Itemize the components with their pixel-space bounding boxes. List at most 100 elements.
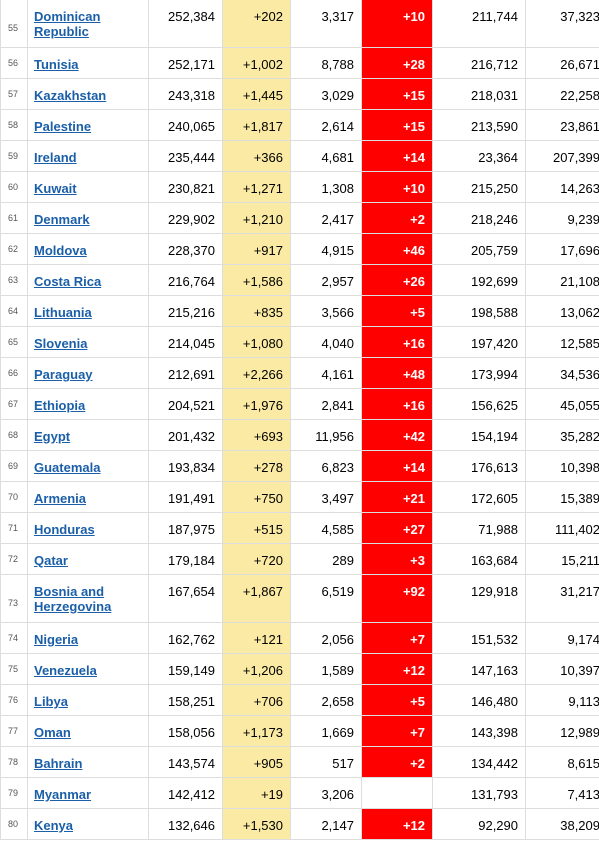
table-row: 63 Costa Rica 216,764 +1,586 2,957 +26 192,699…: [0, 264, 599, 296]
new-deaths-cell: +92: [361, 574, 433, 623]
country-link[interactable]: Lithuania: [34, 305, 92, 320]
country-link[interactable]: Palestine: [34, 119, 92, 134]
total-cases-cell: 240,065: [148, 109, 223, 141]
table-row: 67 Ethiopia 204,521 +1,976 2,841 +16 156,625 45…: [0, 388, 599, 420]
active-cases-cell: 23,861: [525, 109, 599, 141]
table-row: 72 Qatar 179,184 +720 289 +3 163,684 15,211: [0, 543, 599, 575]
table-row: 80 Kenya 132,646 +1,530 2,147 +12 92,290 38,209: [0, 808, 599, 840]
country-link[interactable]: Guatemala: [34, 460, 101, 475]
new-cases-cell: +1,445: [222, 78, 291, 110]
new-deaths-cell: +27: [361, 512, 433, 544]
country-link[interactable]: Qatar: [34, 553, 68, 568]
country-link[interactable]: Tunisia: [34, 57, 79, 72]
country-link[interactable]: Bahrain: [34, 756, 83, 771]
country-link[interactable]: Moldova: [34, 243, 87, 258]
country-link[interactable]: Ireland: [34, 150, 77, 165]
country-link[interactable]: Oman: [34, 725, 71, 740]
country-link[interactable]: Venezuela: [34, 663, 97, 678]
rank-cell: 57: [0, 78, 28, 110]
country-cell: Armenia: [27, 481, 149, 513]
total-deaths-cell: 6,519: [290, 574, 362, 623]
country-cell: Bosnia and Herzegovina: [27, 574, 149, 623]
rank-cell: 75: [0, 653, 28, 685]
active-cases-cell: 7,413: [525, 777, 599, 809]
total-recovered-cell: 143,398: [432, 715, 526, 747]
total-cases-cell: 204,521: [148, 388, 223, 420]
new-cases-cell: +515: [222, 512, 291, 544]
active-cases-cell: 17,696: [525, 233, 599, 265]
new-cases-cell: +1,173: [222, 715, 291, 747]
country-link[interactable]: Armenia: [34, 491, 87, 506]
active-cases-cell: 12,585: [525, 326, 599, 358]
total-cases-cell: 215,216: [148, 295, 223, 327]
country-link[interactable]: Paraguay: [34, 367, 93, 382]
country-link[interactable]: Dominican Republic: [34, 9, 101, 39]
new-cases-cell: +835: [222, 295, 291, 327]
total-cases-cell: 159,149: [148, 653, 223, 685]
total-recovered-cell: 129,918: [432, 574, 526, 623]
country-link[interactable]: Ethiopia: [34, 398, 86, 413]
country-link[interactable]: Kazakhstan: [34, 88, 107, 103]
country-cell: Nigeria: [27, 622, 149, 654]
new-deaths-cell: +14: [361, 140, 433, 172]
table-row: 55 Dominican Republic 252,384 +202 3,317 +10 2…: [0, 0, 599, 48]
new-cases-cell: +693: [222, 419, 291, 451]
new-deaths-cell: +5: [361, 684, 433, 716]
total-cases-cell: 214,045: [148, 326, 223, 358]
table-row: 65 Slovenia 214,045 +1,080 4,040 +16 197,420 12…: [0, 326, 599, 358]
new-cases-cell: +1,867: [222, 574, 291, 623]
total-recovered-cell: 216,712: [432, 47, 526, 79]
total-deaths-cell: 3,029: [290, 78, 362, 110]
table-row: 78 Bahrain 143,574 +905 517 +2 134,442 8,615: [0, 746, 599, 778]
new-cases-cell: +121: [222, 622, 291, 654]
table-row: 58 Palestine 240,065 +1,817 2,614 +15 213,590 2…: [0, 109, 599, 141]
country-link[interactable]: Slovenia: [34, 336, 88, 351]
country-link[interactable]: Libya: [34, 694, 68, 709]
new-deaths-cell: +42: [361, 419, 433, 451]
new-deaths-cell: +2: [361, 202, 433, 234]
active-cases-cell: 37,323: [525, 0, 599, 48]
country-link[interactable]: Costa Rica: [34, 274, 102, 289]
total-recovered-cell: 134,442: [432, 746, 526, 778]
country-cell: Denmark: [27, 202, 149, 234]
new-deaths-cell: +15: [361, 78, 433, 110]
rank-cell: 60: [0, 171, 28, 203]
new-cases-cell: +1,530: [222, 808, 291, 840]
active-cases-cell: 31,217: [525, 574, 599, 623]
total-cases-cell: 167,654: [148, 574, 223, 623]
total-recovered-cell: 173,994: [432, 357, 526, 389]
country-link[interactable]: Bosnia and Herzegovina: [34, 584, 112, 614]
table-row: 61 Denmark 229,902 +1,210 2,417 +2 218,246 9,23…: [0, 202, 599, 234]
new-deaths-cell: [361, 777, 433, 809]
new-cases-cell: +1,586: [222, 264, 291, 296]
country-link[interactable]: Nigeria: [34, 632, 79, 647]
total-deaths-cell: 4,161: [290, 357, 362, 389]
country-link[interactable]: Honduras: [34, 522, 95, 537]
total-recovered-cell: 197,420: [432, 326, 526, 358]
table-row: 70 Armenia 191,491 +750 3,497 +21 172,605 15,38…: [0, 481, 599, 513]
total-recovered-cell: 218,031: [432, 78, 526, 110]
total-deaths-cell: 11,956: [290, 419, 362, 451]
total-cases-cell: 252,384: [148, 0, 223, 48]
total-deaths-cell: 2,417: [290, 202, 362, 234]
country-cell: Tunisia: [27, 47, 149, 79]
country-cell: Kenya: [27, 808, 149, 840]
country-link[interactable]: Egypt: [34, 429, 71, 444]
rank-cell: 56: [0, 47, 28, 79]
country-link[interactable]: Kuwait: [34, 181, 77, 196]
total-deaths-cell: 1,669: [290, 715, 362, 747]
country-link[interactable]: Kenya: [34, 818, 74, 833]
rank-cell: 71: [0, 512, 28, 544]
country-link[interactable]: Denmark: [34, 212, 90, 227]
total-recovered-cell: 163,684: [432, 543, 526, 575]
country-cell: Lithuania: [27, 295, 149, 327]
rank-cell: 74: [0, 622, 28, 654]
total-recovered-cell: 71,988: [432, 512, 526, 544]
total-deaths-cell: 4,681: [290, 140, 362, 172]
new-cases-cell: +1,210: [222, 202, 291, 234]
total-cases-cell: 132,646: [148, 808, 223, 840]
active-cases-cell: 10,398: [525, 450, 599, 482]
total-cases-cell: 216,764: [148, 264, 223, 296]
country-link[interactable]: Myanmar: [34, 787, 92, 802]
